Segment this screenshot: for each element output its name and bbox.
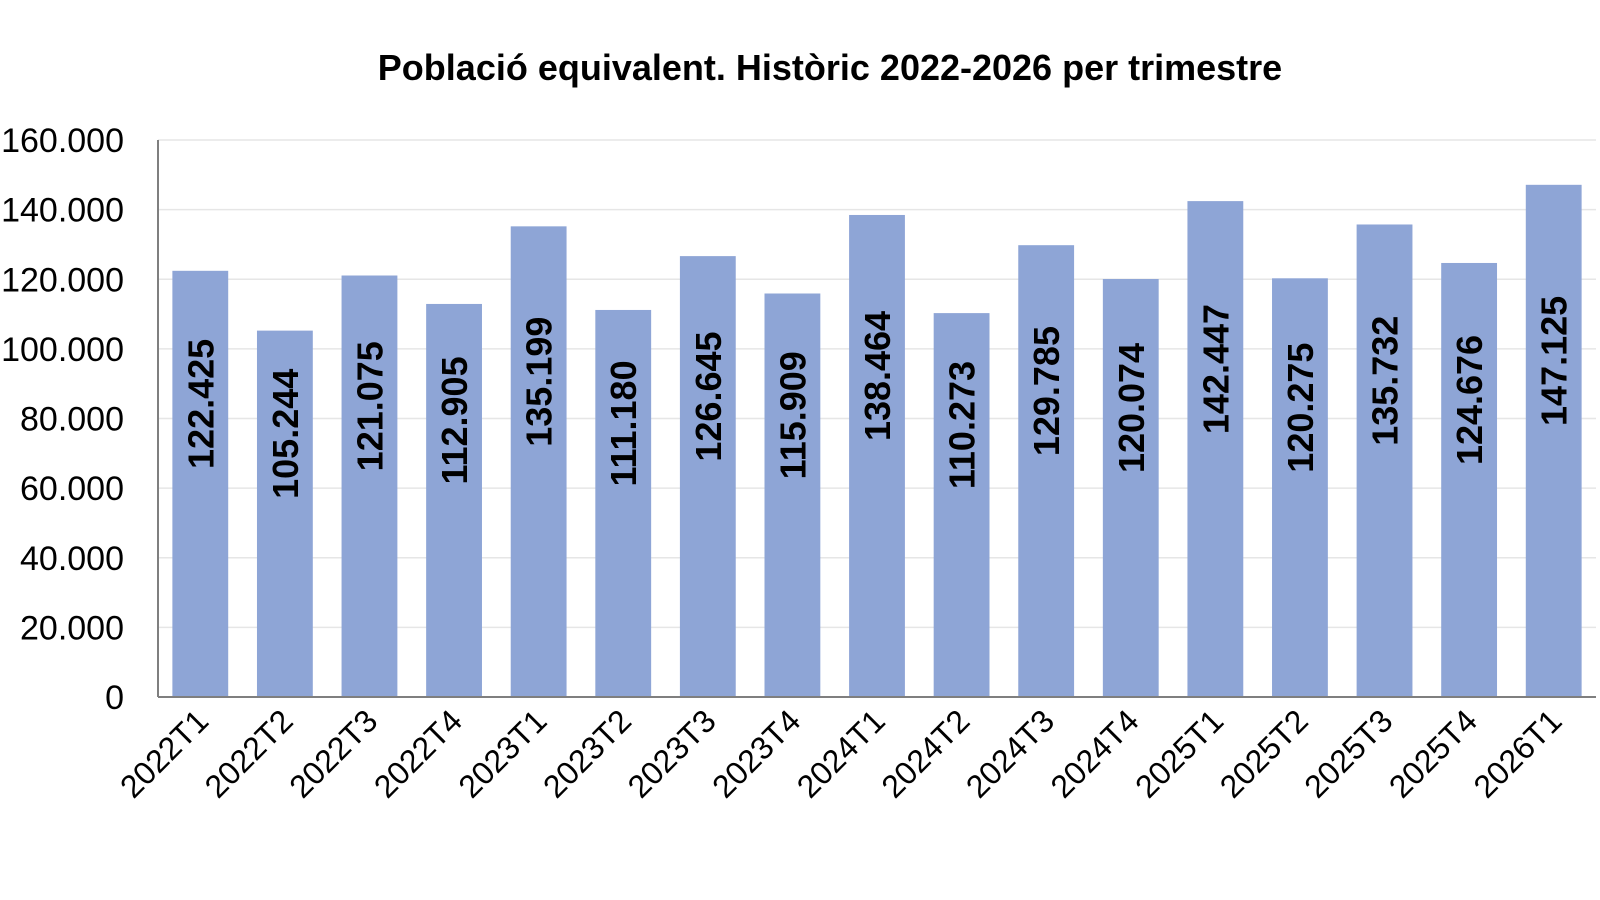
bar xyxy=(764,293,821,697)
data-label: 122.425 xyxy=(180,339,221,469)
x-tick-label: 2025T1 xyxy=(1128,702,1230,804)
data-label: 120.074 xyxy=(1111,343,1152,473)
bar xyxy=(933,313,990,697)
y-tick-label: 40.000 xyxy=(20,540,124,578)
x-tick-label: 2023T2 xyxy=(536,702,638,804)
bar xyxy=(172,270,229,697)
y-tick-label: 100.000 xyxy=(1,331,124,369)
x-tick-label: 2024T3 xyxy=(959,702,1061,804)
bars xyxy=(172,184,1582,697)
bar xyxy=(1018,245,1075,697)
x-tick-label: 2025T4 xyxy=(1382,702,1484,804)
y-tick-label: 60.000 xyxy=(20,470,124,508)
x-tick-label: 2023T3 xyxy=(621,702,723,804)
y-axis-ticks: 0 20.000 40.000 60.000 80.000 100.000 120.000 1… xyxy=(1,122,124,717)
bar xyxy=(510,226,567,697)
x-tick-label: 2024T1 xyxy=(790,702,892,804)
data-label: 126.645 xyxy=(688,331,729,461)
data-label: 111.180 xyxy=(603,360,644,486)
data-label: 142.447 xyxy=(1195,304,1236,434)
y-tick-label: 80.000 xyxy=(20,401,124,439)
x-tick-label: 2026T1 xyxy=(1466,702,1568,804)
data-label: 135.199 xyxy=(519,317,560,447)
bar xyxy=(1272,278,1328,697)
axes xyxy=(157,140,1596,698)
bar xyxy=(1356,224,1413,697)
x-tick-label: 2024T2 xyxy=(874,702,976,804)
bar xyxy=(1441,262,1498,697)
x-tick-label: 2025T2 xyxy=(1213,702,1315,804)
data-label: 105.244 xyxy=(265,369,306,499)
y-tick-label: 20.000 xyxy=(20,609,124,647)
y-tick-label: 120.000 xyxy=(1,261,124,299)
x-tick-label: 2022T1 xyxy=(113,702,215,804)
bar xyxy=(1525,184,1582,697)
data-label: 115.909 xyxy=(772,351,813,479)
data-label: 129.785 xyxy=(1026,326,1067,456)
data-label: 135.732 xyxy=(1365,316,1406,446)
x-tick-label: 2025T3 xyxy=(1297,702,1399,804)
y-tick-label: 160.000 xyxy=(1,122,124,160)
data-label: 121.075 xyxy=(349,341,390,471)
bar xyxy=(679,256,736,697)
bar xyxy=(849,214,905,697)
x-tick-label: 2024T4 xyxy=(1044,702,1146,804)
bar xyxy=(426,303,482,697)
y-tick-label: 140.000 xyxy=(1,192,124,230)
bar xyxy=(595,309,652,697)
bar xyxy=(341,275,398,697)
y-tick-label: 0 xyxy=(105,679,124,717)
x-axis-ticks: 2022T12022T22022T32022T42023T12023T22023… xyxy=(113,702,1569,804)
x-tick-label: 2022T2 xyxy=(198,702,300,804)
data-label: 147.125 xyxy=(1534,296,1575,426)
chart-title: Població equivalent. Històric 2022-2026 … xyxy=(378,47,1282,88)
x-tick-label: 2022T4 xyxy=(367,702,469,804)
data-label: 110.273 xyxy=(942,361,983,489)
data-label: 120.275 xyxy=(1280,343,1321,473)
data-label: 124.676 xyxy=(1449,335,1490,465)
bar xyxy=(1102,278,1159,697)
bar xyxy=(256,330,313,697)
data-label: 112.905 xyxy=(434,356,475,484)
data-labels: 122.425 105.244 121.075 112.905 135.199 111.1… xyxy=(180,296,1574,499)
x-tick-label: 2023T4 xyxy=(705,702,807,804)
data-label: 138.464 xyxy=(857,311,898,441)
x-tick-label: 2023T1 xyxy=(451,702,553,804)
x-tick-label: 2022T3 xyxy=(282,702,384,804)
bar xyxy=(1187,201,1244,697)
